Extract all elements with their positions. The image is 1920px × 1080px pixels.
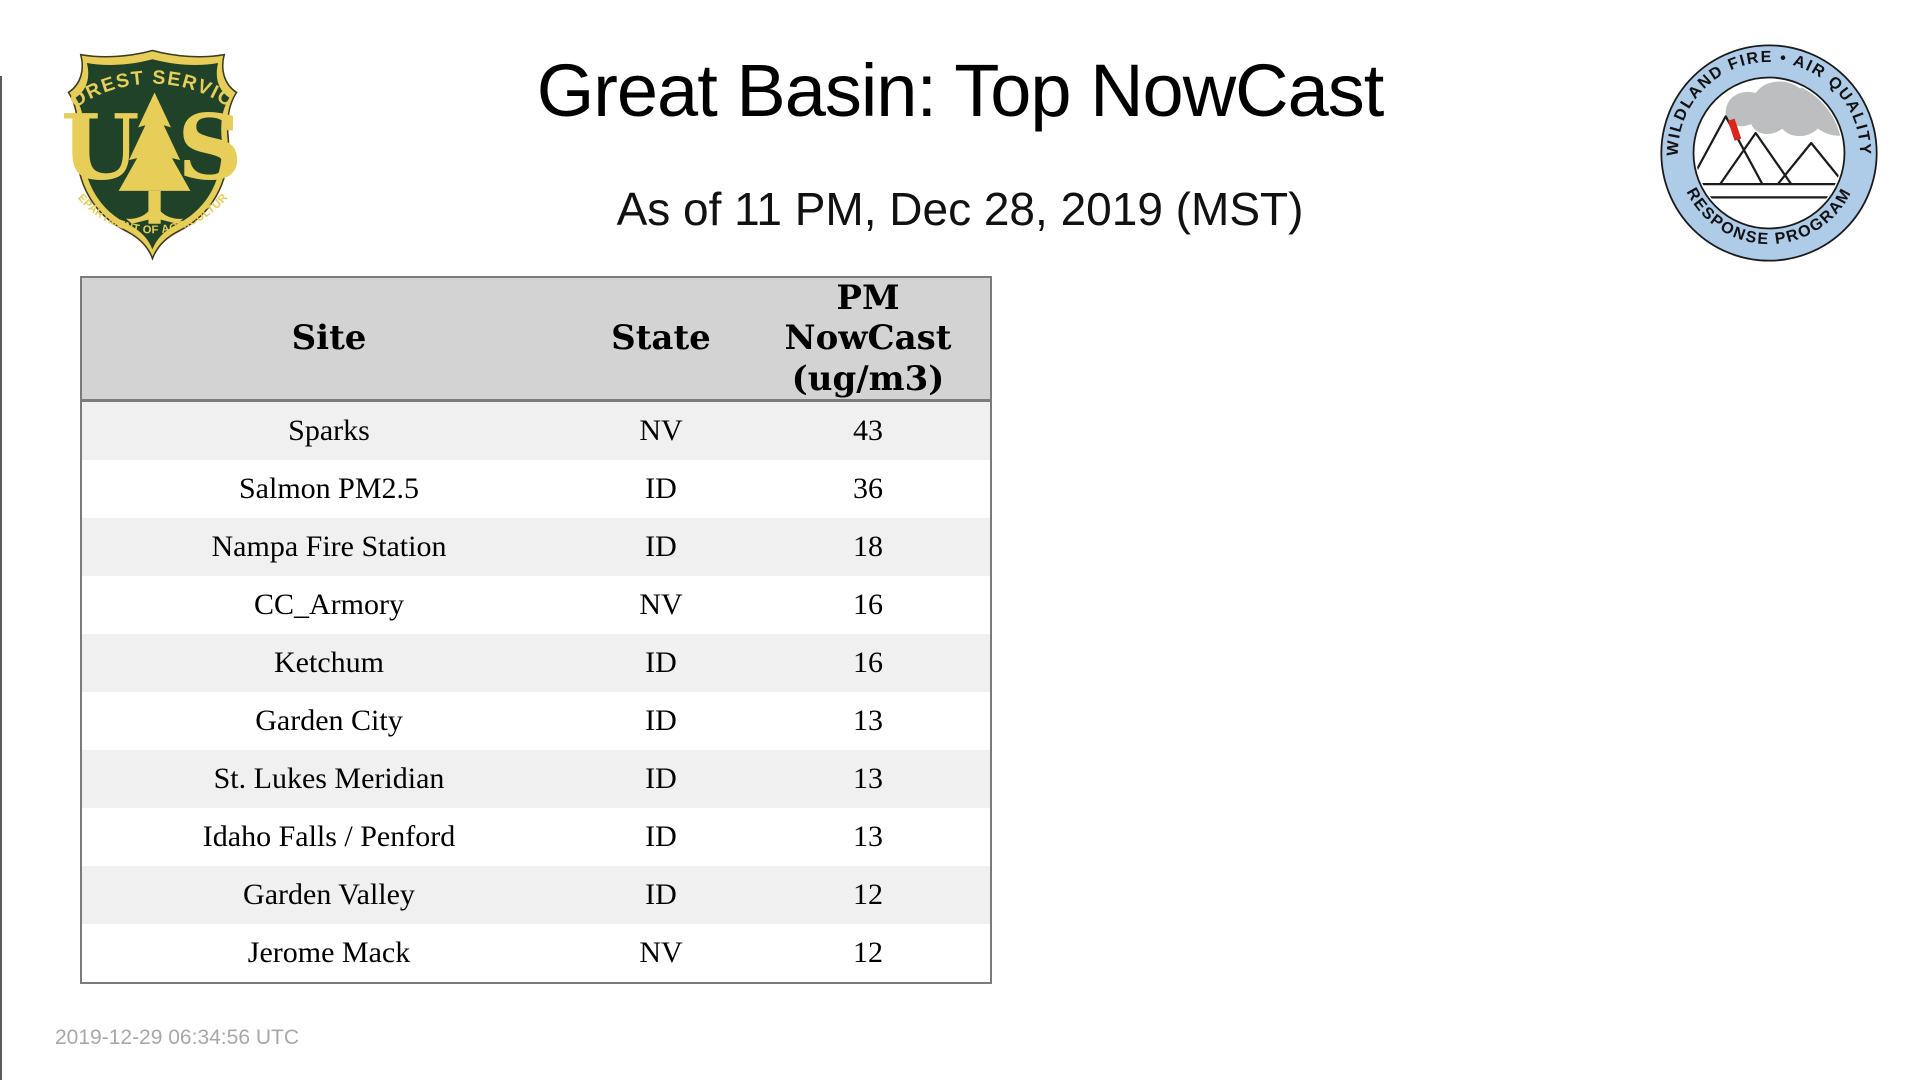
- usfs-letter-s: S: [177, 95, 242, 201]
- generated-timestamp: 2019-12-29 06:34:56 UTC: [55, 1026, 299, 1049]
- table-row: Ketchum ID 16: [82, 634, 990, 692]
- table-row: Salmon PM2.5 ID 36: [82, 460, 990, 518]
- fire-icon: [1727, 118, 1742, 141]
- pm-header-line3: (ug/m3): [791, 358, 945, 399]
- value-cell: 13: [746, 692, 990, 750]
- state-cell: ID: [576, 750, 746, 808]
- column-header-site: Site: [82, 278, 576, 402]
- site-cell: Ketchum: [82, 634, 576, 692]
- value-cell: 13: [746, 750, 990, 808]
- table-row: Sparks NV 43: [82, 400, 990, 460]
- nowcast-table: Site State PM NowCast (ug/m3) Sparks NV …: [82, 278, 990, 982]
- table-row: Garden Valley ID 12: [82, 866, 990, 924]
- value-cell: 12: [746, 866, 990, 924]
- table-row: Garden City ID 13: [82, 692, 990, 750]
- value-cell: 43: [746, 400, 990, 460]
- state-cell: NV: [576, 576, 746, 634]
- wfaqrp-logo-icon: WILDLAND FIRE • AIR QUALITY RESPONSE PRO…: [1660, 44, 1878, 262]
- state-cell: NV: [576, 400, 746, 460]
- site-cell: St. Lukes Meridian: [82, 750, 576, 808]
- window-edge-line: [0, 76, 2, 1080]
- column-header-pm-nowcast: PM NowCast (ug/m3): [746, 278, 990, 402]
- pine-tree-icon: [118, 92, 191, 224]
- page-title: Great Basin: Top NowCast: [536, 49, 1385, 132]
- site-cell: CC_Armory: [82, 576, 576, 634]
- page-subtitle: As of 11 PM, Dec 28, 2019 (MST): [616, 183, 1304, 235]
- site-cell: Garden City: [82, 692, 576, 750]
- state-cell: ID: [576, 866, 746, 924]
- value-cell: 13: [746, 808, 990, 866]
- table-row: CC_Armory NV 16: [82, 576, 990, 634]
- state-cell: ID: [576, 808, 746, 866]
- site-cell: Garden Valley: [82, 866, 576, 924]
- pm-header-line2: NowCast: [784, 318, 952, 359]
- state-cell: ID: [576, 692, 746, 750]
- value-cell: 16: [746, 576, 990, 634]
- value-cell: 12: [746, 924, 990, 982]
- state-cell: ID: [576, 634, 746, 692]
- site-cell: Sparks: [82, 400, 576, 460]
- table-row: Jerome Mack NV 12: [82, 924, 990, 982]
- state-cell: ID: [576, 460, 746, 518]
- site-cell: Nampa Fire Station: [82, 518, 576, 576]
- header-row: Site State PM NowCast (ug/m3): [82, 278, 990, 402]
- state-cell: NV: [576, 924, 746, 982]
- value-cell: 18: [746, 518, 990, 576]
- nowcast-table-container: Site State PM NowCast (ug/m3) Sparks NV …: [80, 276, 992, 984]
- table-row: Idaho Falls / Penford ID 13: [82, 808, 990, 866]
- state-cell: ID: [576, 518, 746, 576]
- site-cell: Idaho Falls / Penford: [82, 808, 576, 866]
- value-cell: 16: [746, 634, 990, 692]
- mountains-icon: [1695, 115, 1843, 199]
- site-cell: Salmon PM2.5: [82, 460, 576, 518]
- table-row: Nampa Fire Station ID 18: [82, 518, 990, 576]
- table-row: St. Lukes Meridian ID 13: [82, 750, 990, 808]
- pm-header-line1: PM: [836, 278, 900, 319]
- site-cell: Jerome Mack: [82, 924, 576, 982]
- value-cell: 36: [746, 460, 990, 518]
- column-header-state: State: [576, 278, 746, 402]
